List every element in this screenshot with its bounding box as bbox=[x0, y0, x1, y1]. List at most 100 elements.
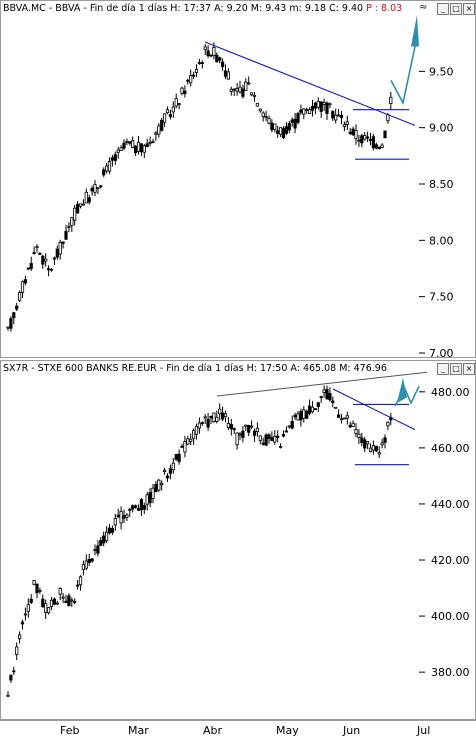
candle-body bbox=[183, 90, 187, 95]
candle-body bbox=[293, 118, 297, 129]
candle-body bbox=[200, 62, 204, 64]
candle-body bbox=[12, 670, 16, 673]
candle-body bbox=[49, 599, 54, 607]
candle-body bbox=[154, 132, 158, 135]
date-axis: Feb Mar Abr May Jun Jul bbox=[0, 720, 476, 737]
close-button[interactable]: × bbox=[463, 3, 475, 15]
candle-body bbox=[157, 479, 161, 491]
candle-body bbox=[336, 414, 341, 418]
minimize-button[interactable]: _ bbox=[437, 363, 449, 375]
candle-body bbox=[238, 86, 242, 93]
candle-body bbox=[247, 425, 251, 433]
candle-body bbox=[41, 255, 45, 265]
candle-body bbox=[119, 147, 123, 152]
candle-body bbox=[328, 393, 332, 401]
candle-body bbox=[76, 584, 80, 587]
ytick-label: 400.00 bbox=[431, 610, 470, 623]
candle-body bbox=[229, 423, 233, 430]
candle-body bbox=[113, 154, 117, 161]
ytick-label: 8.50 bbox=[429, 178, 454, 191]
close-button[interactable]: × bbox=[463, 363, 475, 375]
ytick-label: 420.00 bbox=[431, 554, 470, 567]
candle-body bbox=[206, 418, 210, 428]
minimize-button[interactable]: _ bbox=[437, 3, 449, 15]
candle-body bbox=[183, 441, 187, 453]
candle-body bbox=[26, 267, 30, 270]
bbva-title-ohlc: A: 9.20 M: 9.43 m: 9.18 C: 9.40 bbox=[214, 3, 364, 14]
candle-body bbox=[374, 144, 378, 149]
candle-body bbox=[189, 75, 193, 84]
candle-body bbox=[325, 102, 329, 114]
candle-body bbox=[276, 435, 280, 438]
candle-body bbox=[131, 140, 135, 148]
candle-body bbox=[383, 130, 387, 139]
ytick-label: 7.50 bbox=[429, 291, 454, 304]
candle-body bbox=[165, 109, 170, 114]
candle-body bbox=[139, 143, 143, 153]
candle-body bbox=[81, 203, 85, 206]
candle-body bbox=[128, 141, 132, 144]
candle-body bbox=[119, 511, 123, 524]
candle-body bbox=[249, 425, 254, 428]
candle-body bbox=[113, 518, 117, 526]
candle-body bbox=[76, 203, 80, 214]
candle-body bbox=[278, 446, 283, 448]
candle-body bbox=[96, 187, 100, 190]
candle-body bbox=[20, 281, 25, 293]
bbva-chart-pane: BBVA.MC - BBVA - Fin de día 1 días H: 17… bbox=[0, 0, 476, 358]
candle-body bbox=[331, 400, 335, 404]
candle-body bbox=[348, 131, 352, 134]
candle-body bbox=[35, 583, 39, 594]
candle-body bbox=[145, 143, 149, 147]
candle-body bbox=[357, 139, 361, 142]
ytick-label: 440.00 bbox=[431, 498, 470, 511]
candle-body bbox=[116, 514, 120, 518]
sx7r-price-chart[interactable]: 480.00 460.00 440.00 420.00 400.00 380.00 bbox=[1, 361, 475, 719]
candle-body bbox=[197, 422, 201, 429]
candle-body bbox=[105, 531, 109, 542]
candle-body bbox=[290, 119, 294, 123]
candle-body bbox=[226, 71, 230, 80]
candle-body bbox=[281, 128, 286, 138]
candle-body bbox=[244, 81, 248, 91]
candle-body bbox=[264, 116, 268, 118]
candle-body bbox=[17, 292, 22, 301]
candle-body bbox=[142, 145, 146, 153]
trend-line bbox=[204, 41, 416, 126]
candle-body bbox=[107, 161, 112, 172]
candle-body bbox=[84, 560, 88, 569]
candle-body bbox=[52, 257, 57, 260]
candle-body bbox=[215, 416, 219, 422]
pane-resize-icon[interactable]: ≈ bbox=[419, 2, 428, 13]
projection-arrowhead bbox=[397, 377, 407, 404]
candle-body bbox=[44, 603, 48, 613]
xaxis-label: May bbox=[276, 724, 299, 737]
candle-body bbox=[313, 102, 318, 109]
bbva-chart-title: BBVA.MC - BBVA - Fin de día 1 días H: 17… bbox=[3, 2, 402, 15]
bbva-price-chart[interactable]: 9.50 9.00 8.50 8.00 7.50 7.00 bbox=[1, 1, 475, 357]
candle-body bbox=[348, 424, 352, 428]
candle-body bbox=[105, 165, 109, 172]
candle-body bbox=[215, 54, 219, 63]
candle-body bbox=[177, 103, 181, 106]
candle-body bbox=[252, 95, 257, 97]
candle-body bbox=[255, 102, 259, 107]
candle-body bbox=[342, 124, 347, 127]
candle-body bbox=[389, 96, 393, 104]
candle-body bbox=[371, 445, 376, 451]
candle-body bbox=[322, 102, 326, 105]
maximize-button[interactable]: □ bbox=[450, 3, 462, 15]
candle-body bbox=[29, 263, 33, 269]
candle-body bbox=[354, 428, 358, 434]
candle-body bbox=[232, 428, 236, 431]
candle-body bbox=[249, 92, 254, 96]
candle-body bbox=[284, 126, 289, 134]
candle-body bbox=[58, 588, 62, 595]
candle-body bbox=[93, 184, 97, 193]
candle-body bbox=[258, 435, 262, 441]
candle-body bbox=[148, 492, 152, 504]
candle-body bbox=[334, 114, 338, 121]
maximize-button[interactable]: □ bbox=[450, 363, 462, 375]
candle-body bbox=[133, 145, 138, 154]
candle-body bbox=[209, 416, 213, 419]
